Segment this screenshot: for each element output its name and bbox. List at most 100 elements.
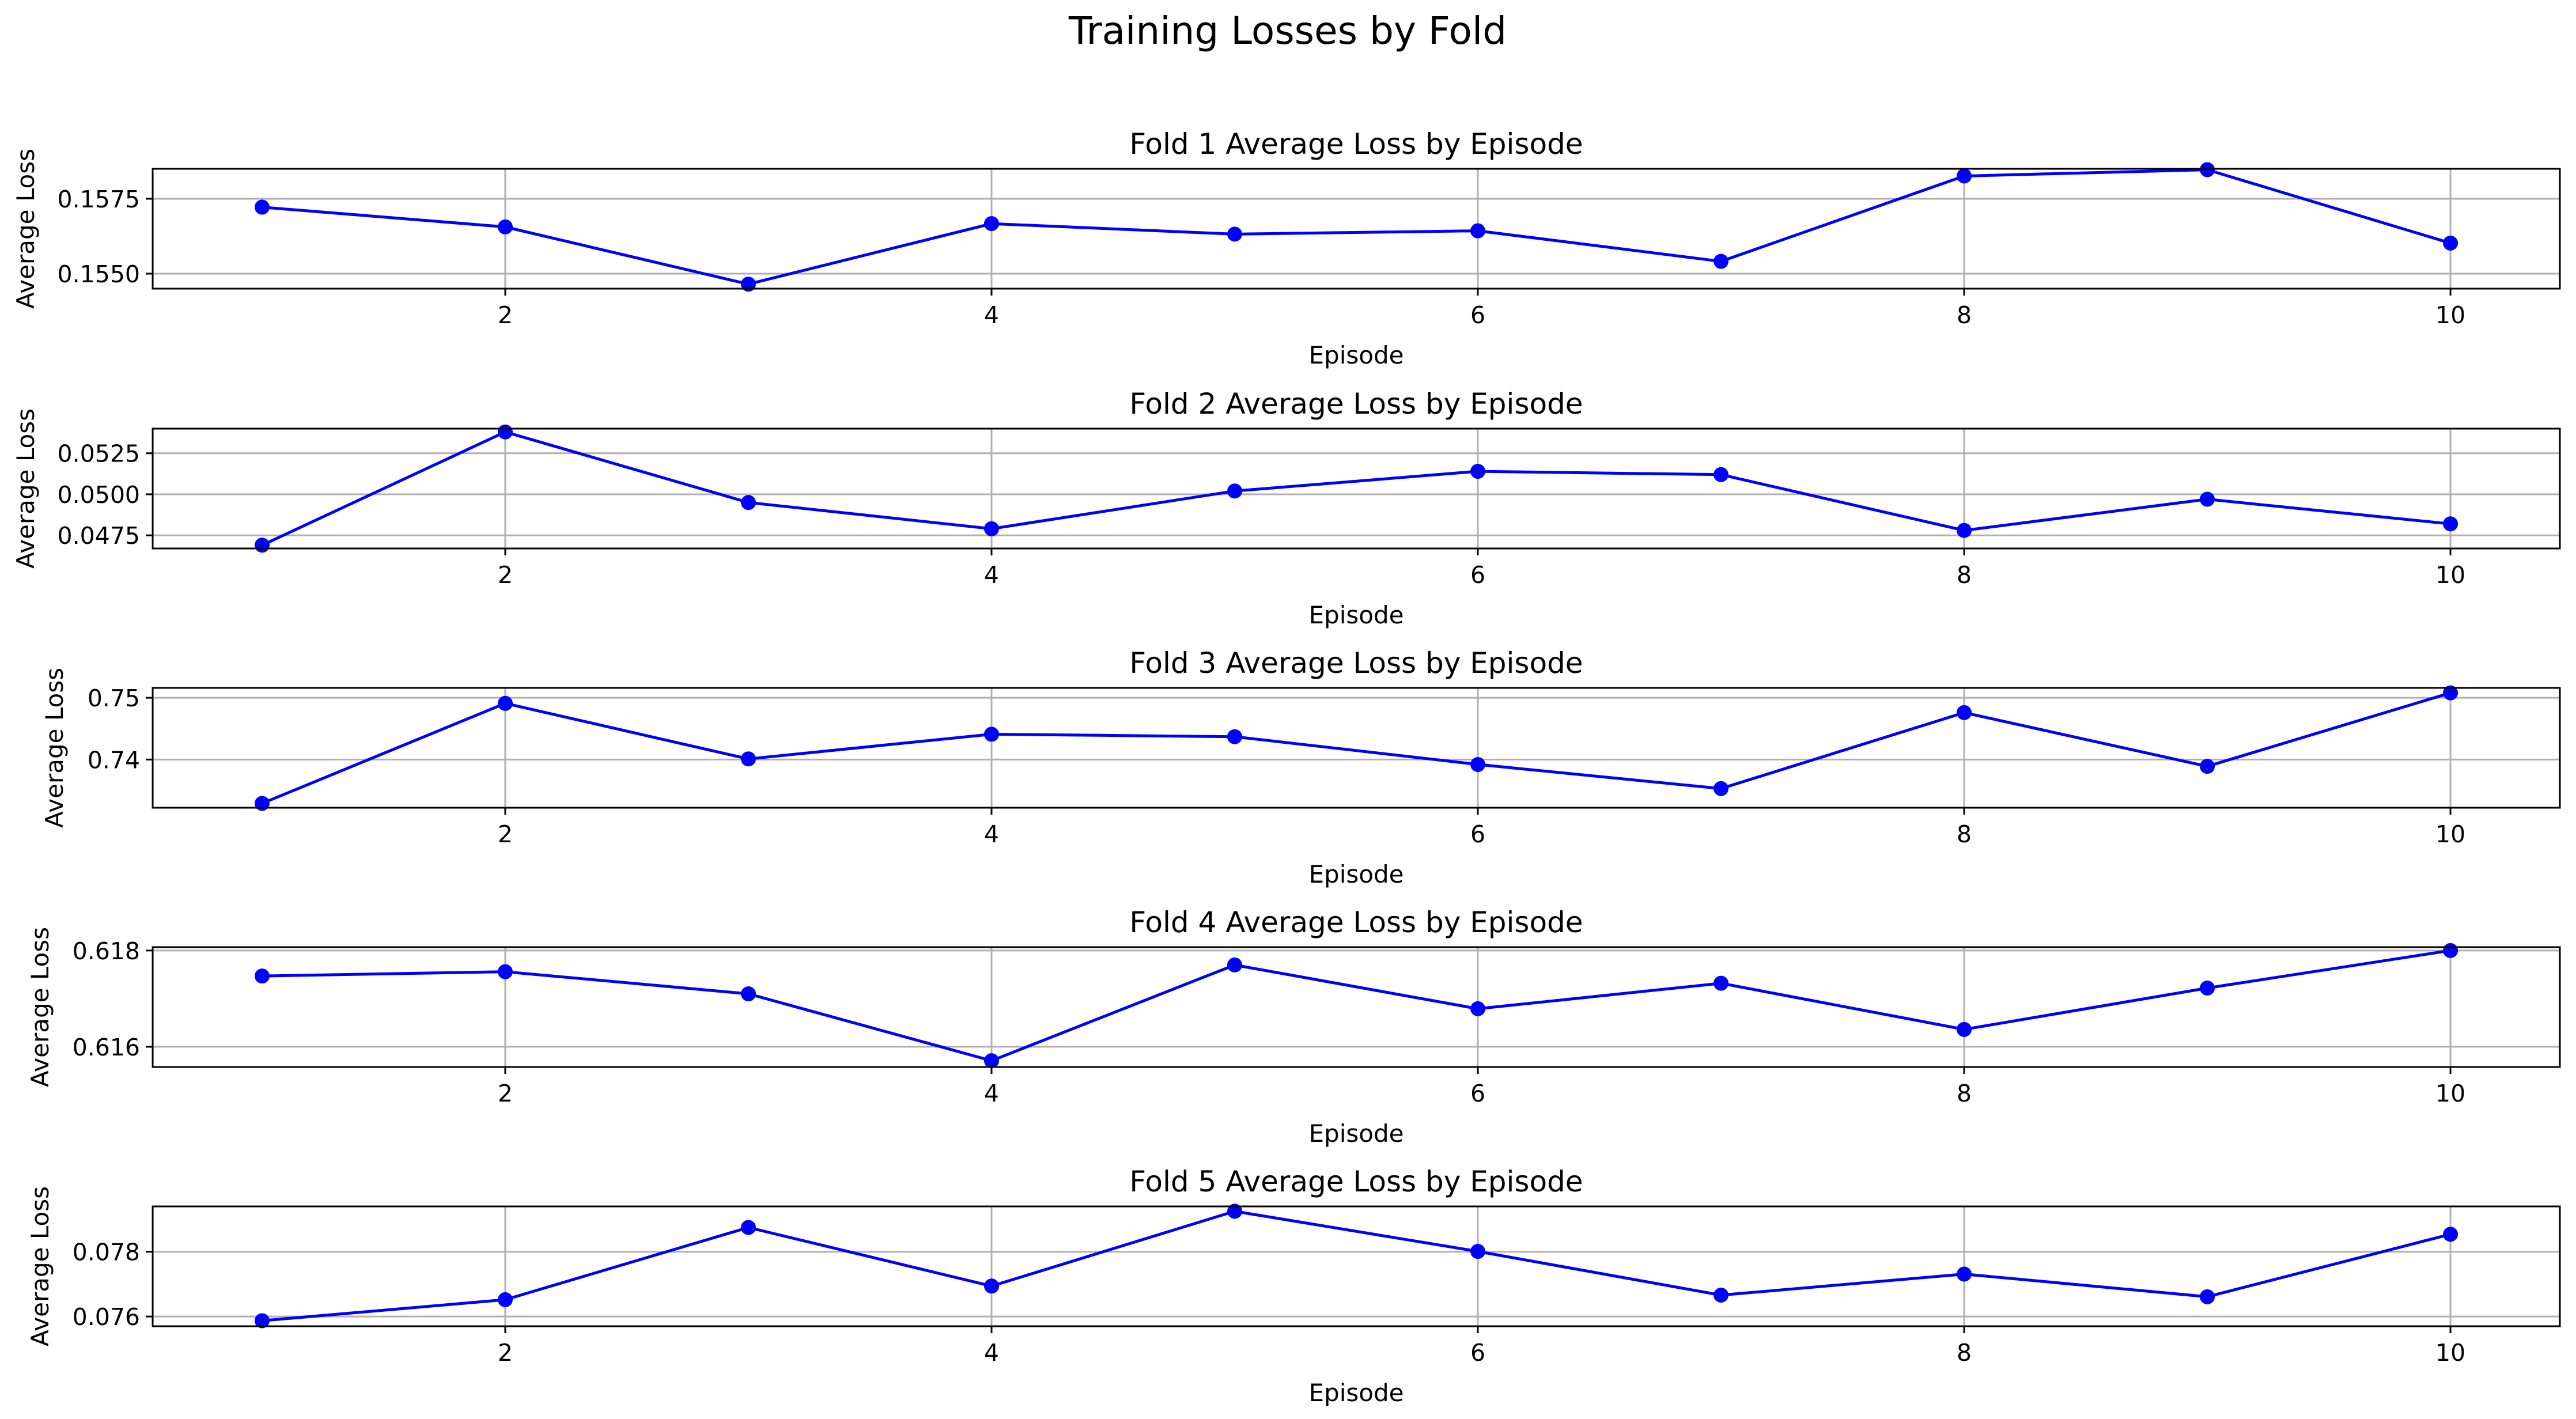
- data-point: [740, 751, 756, 767]
- data-point: [254, 968, 270, 984]
- x-tick-label: 8: [1957, 301, 1972, 329]
- data-point: [1227, 1204, 1242, 1219]
- series-line: [261, 691, 2451, 805]
- data-point: [984, 726, 999, 742]
- x-tick-label: 6: [1470, 820, 1485, 848]
- x-tick-label: 4: [984, 820, 999, 848]
- subplot-title: Fold 3 Average Loss by Episode: [1129, 646, 1583, 680]
- x-axis-label: Episode: [1309, 341, 1404, 369]
- axes-frame: [152, 946, 2561, 1068]
- data-point: [1713, 975, 1729, 991]
- data-point: [984, 1053, 999, 1069]
- y-tick-label: 0.616: [73, 1034, 140, 1061]
- data-point: [1470, 756, 1486, 772]
- x-tick-label: 8: [1957, 1080, 1972, 1107]
- data-point: [2200, 162, 2215, 177]
- x-tick-label: 4: [984, 1339, 999, 1367]
- x-tick-label: 6: [1470, 301, 1485, 329]
- series-group: [254, 162, 2458, 292]
- data-point: [254, 796, 270, 811]
- y-tick-label: 0.75: [88, 684, 140, 712]
- x-tick-label: 4: [984, 1080, 999, 1107]
- data-point: [2200, 491, 2215, 507]
- x-tick-label: 6: [1470, 1339, 1485, 1367]
- data-point: [984, 1278, 999, 1294]
- x-tick-label: 2: [498, 820, 513, 848]
- y-axis-label: Average Loss: [12, 408, 40, 569]
- series-line: [262, 949, 2451, 1062]
- y-axis-label: Average Loss: [26, 1186, 54, 1346]
- data-point: [984, 216, 999, 232]
- data-point: [1470, 464, 1486, 479]
- y-tick-label: 0.1575: [58, 186, 140, 213]
- suptitle: Training Losses by Fold: [1068, 9, 1507, 53]
- series-line: [261, 430, 2451, 547]
- data-point: [740, 1220, 756, 1235]
- x-tick-label: 10: [2435, 1339, 2465, 1367]
- subplot-5: 2 4 6 8 10 0.076 0.078 Fold 5 Average Loss by E…: [26, 1165, 2561, 1407]
- data-point: [1470, 223, 1486, 239]
- data-point: [1713, 467, 1729, 482]
- x-tick-label: 8: [1957, 820, 1972, 848]
- data-point: [2200, 759, 2215, 774]
- y-axis-label: Average Loss: [26, 927, 54, 1087]
- subplot-title: Fold 1 Average Loss by Episode: [1129, 127, 1583, 161]
- y-tick-label: 0.618: [73, 937, 140, 965]
- x-tick-label: 10: [2435, 561, 2465, 589]
- subplot-title: Fold 4 Average Loss by Episode: [1129, 906, 1583, 939]
- axes-frame: [152, 427, 2561, 550]
- data-point: [2200, 1289, 2215, 1304]
- subplot-3: 2 4 6 8 10 0.74 0.75 Fold 3 Average Loss by Epi…: [40, 646, 2561, 888]
- data-point: [497, 1292, 513, 1307]
- data-point: [1227, 957, 1242, 973]
- y-tick-label: 0.076: [73, 1303, 140, 1331]
- data-point: [1227, 483, 1242, 499]
- y-tick-label: 0.0525: [58, 440, 140, 468]
- data-point: [2443, 235, 2458, 251]
- data-point: [254, 199, 270, 215]
- x-axis-label: Episode: [1309, 601, 1404, 629]
- axes-frame: [152, 168, 2561, 290]
- data-point: [1957, 705, 1972, 720]
- x-tick-label: 6: [1470, 1080, 1485, 1107]
- subplot-1: 2 4 6 8 10 0.1550 0.1575 Fold 1 Average Loss by…: [12, 127, 2561, 369]
- data-point: [1957, 1266, 1972, 1282]
- data-point: [2443, 1227, 2458, 1242]
- data-point: [254, 1313, 270, 1329]
- series-line: [262, 168, 2451, 286]
- subplot-2: 2 4 6 8 10 0.0475 0.0500 0.0525 Fold 2 Average L…: [12, 387, 2561, 629]
- x-tick-label: 2: [498, 301, 513, 329]
- subplot-title: Fold 2 Average Loss by Episode: [1129, 387, 1583, 421]
- series-group: [254, 424, 2458, 553]
- data-point: [497, 424, 513, 440]
- series-line: [262, 1209, 2451, 1322]
- data-point: [740, 495, 756, 510]
- y-tick-label: 0.0500: [58, 481, 140, 509]
- data-point: [254, 538, 270, 553]
- y-axis-label: Average Loss: [40, 668, 69, 828]
- data-point: [740, 986, 756, 1002]
- subplot-4: 2 4 6 8 10 0.616 0.618 Fold 4 Average Loss by E…: [26, 906, 2561, 1148]
- x-tick-label: 6: [1470, 561, 1485, 589]
- data-point: [1713, 253, 1729, 269]
- data-point: [1713, 781, 1729, 796]
- x-tick-label: 4: [984, 301, 999, 329]
- x-tick-label: 8: [1957, 1339, 1972, 1367]
- x-tick-label: 2: [498, 561, 513, 589]
- data-point: [1227, 729, 1242, 744]
- y-tick-label: 0.74: [88, 746, 140, 774]
- y-tick-label: 0.1550: [58, 260, 140, 288]
- data-point: [2443, 943, 2458, 958]
- x-axis-label: Episode: [1309, 1379, 1404, 1407]
- x-tick-label: 10: [2435, 1080, 2465, 1107]
- x-axis-label: Episode: [1309, 860, 1404, 888]
- y-axis-label: Average Loss: [12, 149, 40, 309]
- data-point: [2443, 685, 2458, 701]
- x-tick-label: 10: [2435, 301, 2465, 329]
- y-tick-label: 0.078: [73, 1239, 140, 1266]
- x-tick-label: 2: [498, 1339, 513, 1367]
- subplot-title: Fold 5 Average Loss by Episode: [1129, 1165, 1583, 1198]
- data-point: [1957, 523, 1972, 538]
- data-point: [1470, 1001, 1486, 1016]
